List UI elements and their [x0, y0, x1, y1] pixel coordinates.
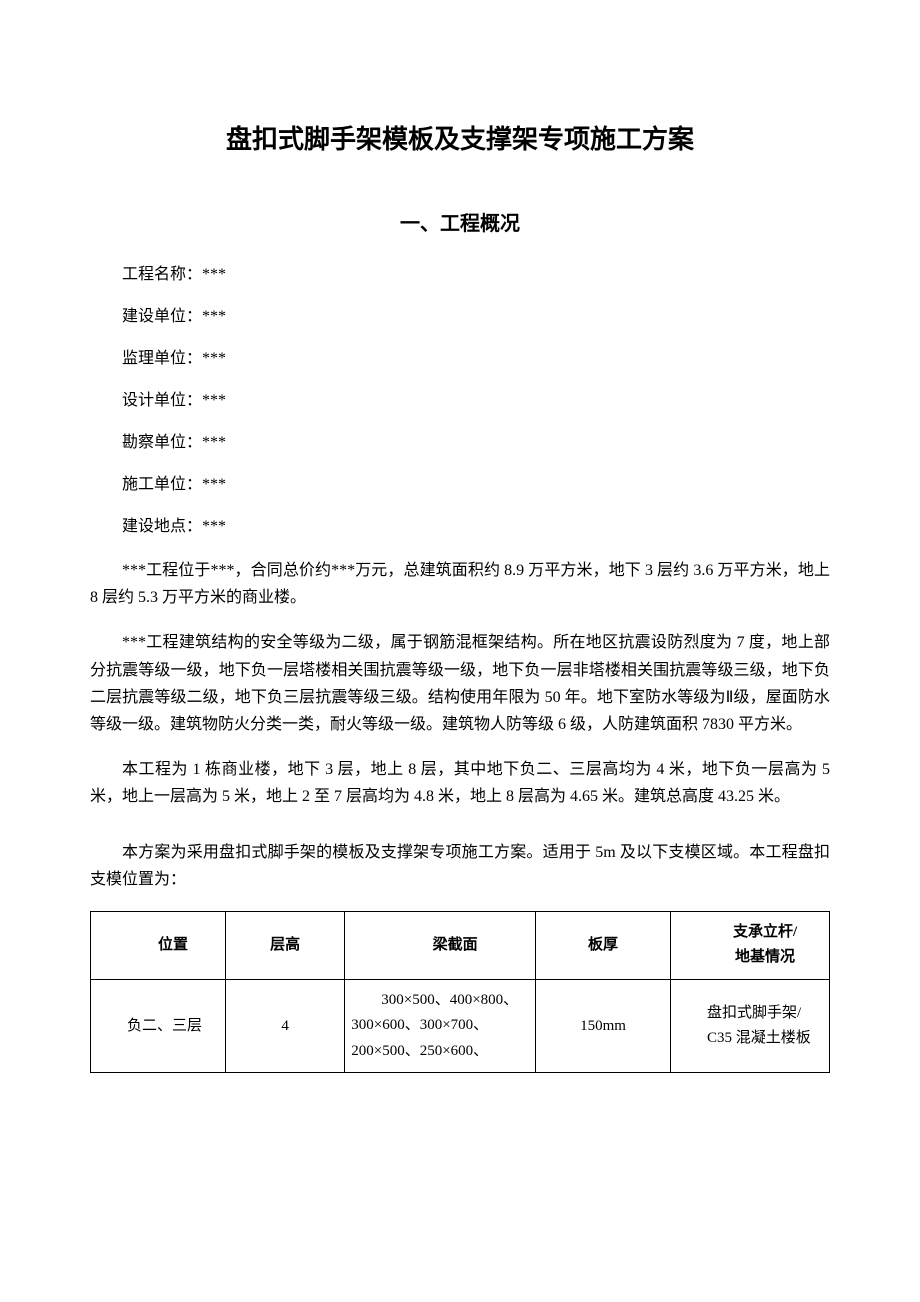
field-design-unit: 设计单位：*** — [90, 389, 830, 413]
th-support-line2: 地基情况 — [677, 945, 823, 971]
build-unit-label: 建设单位： — [122, 308, 202, 325]
th-beam: 梁截面 — [345, 911, 536, 979]
design-unit-value: *** — [202, 392, 226, 409]
th-height: 层高 — [226, 911, 345, 979]
td-support-line2: C35 混凝土楼板 — [677, 1026, 823, 1052]
td-thickness: 150mm — [535, 979, 670, 1073]
paragraph-4: 本方案为采用盘扣式脚手架的模板及支撑架专项施工方案。适用于 5m 及以下支模区域… — [90, 839, 830, 893]
td-position: 负二、三层 — [91, 979, 226, 1073]
design-unit-label: 设计单位： — [122, 392, 202, 409]
th-support: 支承立杆/ 地基情况 — [671, 911, 830, 979]
field-survey-unit: 勘察单位：*** — [90, 431, 830, 455]
location-label: 建设地点： — [122, 518, 202, 535]
td-beam-text: 300×500、400×800、300×600、300×700、200×500、… — [351, 988, 529, 1065]
field-project-name: 工程名称：*** — [90, 263, 830, 287]
td-support-line1: 盘扣式脚手架/ — [677, 1001, 823, 1027]
paragraph-3: 本工程为 1 栋商业楼，地下 3 层，地上 8 层，其中地下负二、三层高均为 4… — [90, 756, 830, 810]
td-support: 盘扣式脚手架/ C35 混凝土楼板 — [671, 979, 830, 1073]
paragraph-1: ***工程位于***，合同总价约***万元，总建筑面积约 8.9 万平方米，地下… — [90, 557, 830, 611]
paragraph-2: ***工程建筑结构的安全等级为二级，属于钢筋混框架结构。所在地区抗震设防烈度为 … — [90, 629, 830, 738]
construct-unit-value: *** — [202, 476, 226, 493]
field-location: 建设地点：*** — [90, 515, 830, 539]
td-position-text: 负二、三层 — [97, 1015, 219, 1038]
survey-unit-value: *** — [202, 434, 226, 451]
th-thickness-text: 板厚 — [588, 937, 618, 953]
location-value: *** — [202, 518, 226, 535]
project-name-label: 工程名称： — [122, 266, 202, 283]
construct-unit-label: 施工单位： — [122, 476, 202, 493]
field-build-unit: 建设单位：*** — [90, 305, 830, 329]
position-table: 位置 层高 梁截面 板厚 支承立杆/ 地基情况 负二、三层 4 300×500、… — [90, 911, 830, 1074]
table-header-row: 位置 层高 梁截面 板厚 支承立杆/ 地基情况 — [91, 911, 830, 979]
table-row: 负二、三层 4 300×500、400×800、300×600、300×700、… — [91, 979, 830, 1073]
th-height-text: 层高 — [270, 937, 300, 953]
td-height: 4 — [226, 979, 345, 1073]
th-support-line1: 支承立杆/ — [677, 920, 823, 946]
td-thickness-text: 150mm — [580, 1018, 626, 1034]
supervise-unit-value: *** — [202, 350, 226, 367]
document-title: 盘扣式脚手架模板及支撑架专项施工方案 — [90, 120, 830, 159]
build-unit-value: *** — [202, 308, 226, 325]
td-height-text: 4 — [281, 1018, 289, 1034]
th-position: 位置 — [91, 911, 226, 979]
th-thickness: 板厚 — [535, 911, 670, 979]
th-beam-text: 梁截面 — [351, 934, 529, 957]
field-construct-unit: 施工单位：*** — [90, 473, 830, 497]
section-1-title: 一、工程概况 — [90, 209, 830, 239]
survey-unit-label: 勘察单位： — [122, 434, 202, 451]
td-beam: 300×500、400×800、300×600、300×700、200×500、… — [345, 979, 536, 1073]
field-supervise-unit: 监理单位：*** — [90, 347, 830, 371]
th-position-text: 位置 — [97, 934, 219, 957]
project-name-value: *** — [202, 266, 226, 283]
supervise-unit-label: 监理单位： — [122, 350, 202, 367]
